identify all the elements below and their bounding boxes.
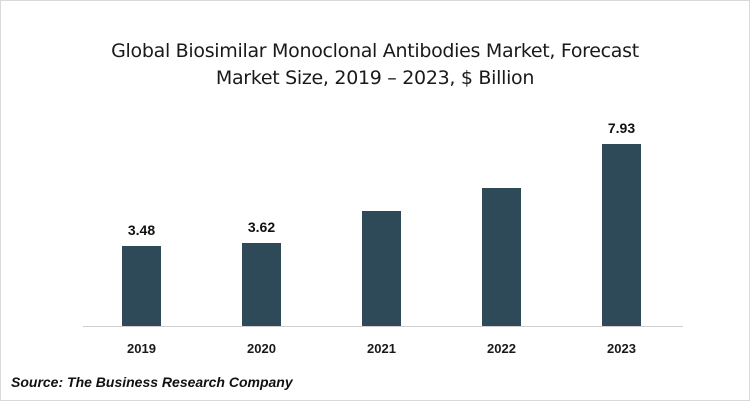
source-note: Source: The Business Research Company [11, 374, 293, 390]
x-tick-label-2019: 2019 [127, 341, 156, 356]
x-tick-label-2021: 2021 [367, 341, 396, 356]
bar-2022 [482, 188, 521, 326]
chart-title-line-1: Global Biosimilar Monoclonal Antibodies … [111, 40, 639, 62]
x-tick-label-2023: 2023 [607, 341, 636, 356]
bar-2020 [242, 243, 281, 326]
data-label-2019: 3.48 [127, 222, 156, 238]
x-tick-label-2022: 2022 [487, 341, 516, 356]
x-axis-line [83, 326, 683, 327]
data-label-2023: 7.93 [607, 120, 636, 136]
bar-2019 [122, 246, 161, 326]
data-label-2020: 3.62 [247, 219, 276, 235]
chart-title-line-2: Market Size, 2019 – 2023, $ Billion [215, 67, 535, 89]
x-tick-label-2020: 2020 [247, 341, 276, 356]
chart-title: Global Biosimilar Monoclonal Antibodies … [0, 38, 750, 92]
bar-2023 [602, 144, 641, 326]
bar-2021 [362, 211, 401, 326]
